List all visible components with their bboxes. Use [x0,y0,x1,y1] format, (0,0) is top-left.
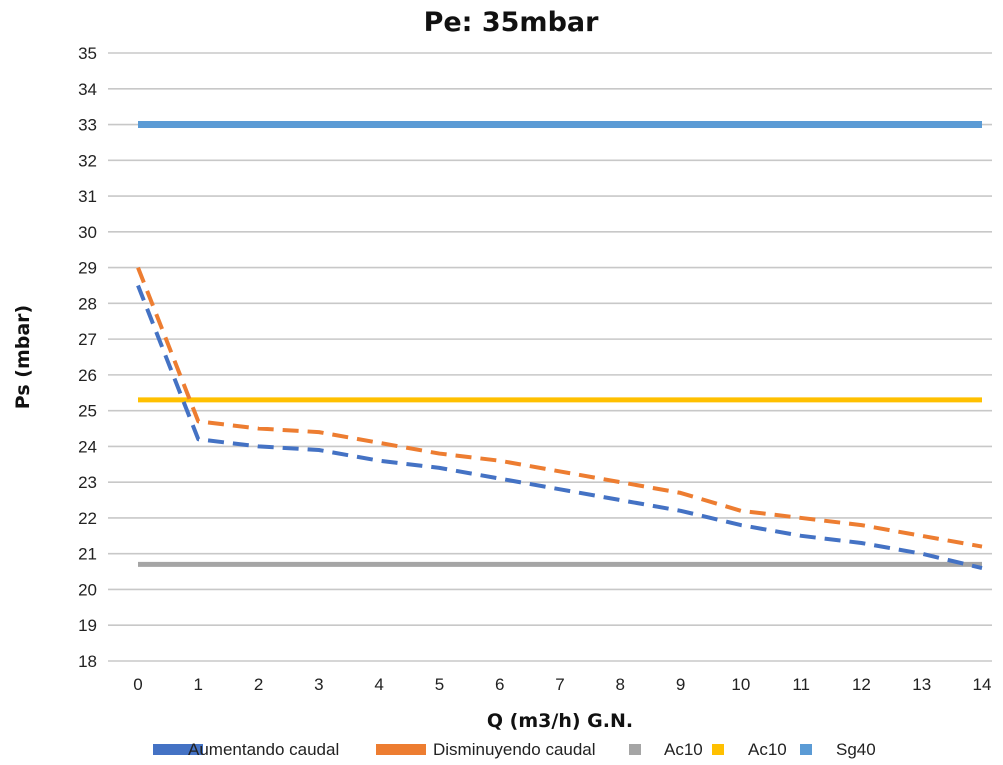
legend-label: Aumentando caudal [188,740,339,759]
y-tick-label: 27 [78,330,97,349]
x-tick-label: 3 [314,675,323,694]
x-tick-label: 13 [912,675,931,694]
y-tick-label: 22 [78,509,97,528]
x-tick-label: 6 [495,675,504,694]
y-tick-label: 32 [78,151,97,170]
series-line-aumentando-caudal-0 [136,284,983,570]
y-tick-label: 20 [78,580,97,599]
y-axis-title: Ps (mbar) [12,305,34,409]
x-tick-label: 11 [792,675,810,694]
legend-swatch [712,744,724,755]
legend-swatch [800,744,812,755]
x-tick-label: 2 [254,675,263,694]
x-tick-label: 10 [731,675,750,694]
y-tick-label: 35 [78,44,97,63]
y-tick-label: 18 [78,652,97,671]
y-tick-label: 29 [78,259,97,278]
x-tick-label: 7 [555,675,564,694]
y-tick-label: 30 [78,223,97,242]
y-tick-label: 25 [78,402,97,421]
series-line-disminuyendo-caudal-1 [136,266,983,549]
y-axis-ticks: 18 19 20 21 22 23 24 25 26 27 28 29 30 31 32 33 34 35 [78,44,97,671]
legend-label: Sg40 [836,740,876,759]
legend-swatch [629,744,641,755]
y-tick-label: 28 [78,294,97,313]
chart-title: Pe: 35mbar [424,7,600,38]
y-tick-label: 24 [78,437,97,456]
x-tick-label: 4 [374,675,383,694]
x-axis-ticks: 0 1 2 3 4 5 6 7 8 9 10 11 12 13 14 [133,675,991,694]
x-tick-label: 1 [194,675,203,694]
y-tick-label: 21 [78,545,97,564]
x-tick-label: 5 [435,675,444,694]
legend-label: Ac10 [748,740,787,759]
legend-swatch [153,744,203,755]
x-tick-label: 0 [133,675,142,694]
legend: Aumentando caudal Disminuyendo caudal Ac10… [153,740,876,759]
x-tick-label: 12 [852,675,871,694]
y-tick-label: 26 [78,366,97,385]
y-tick-label: 34 [78,80,97,99]
x-axis-title: Q (m3/h) G.N. [487,710,633,732]
x-tick-label: 8 [616,675,625,694]
y-tick-label: 19 [78,616,97,635]
x-tick-label: 9 [676,675,685,694]
y-tick-label: 33 [78,116,97,135]
legend-swatch [376,744,426,755]
series-lines [136,121,983,570]
legend-label: Disminuyendo caudal [433,740,596,759]
x-tick-label: 14 [973,675,992,694]
y-tick-label: 31 [78,187,97,206]
legend-label: Ac10 [664,740,703,759]
y-tick-label: 23 [78,473,97,492]
gridlines [108,52,992,662]
